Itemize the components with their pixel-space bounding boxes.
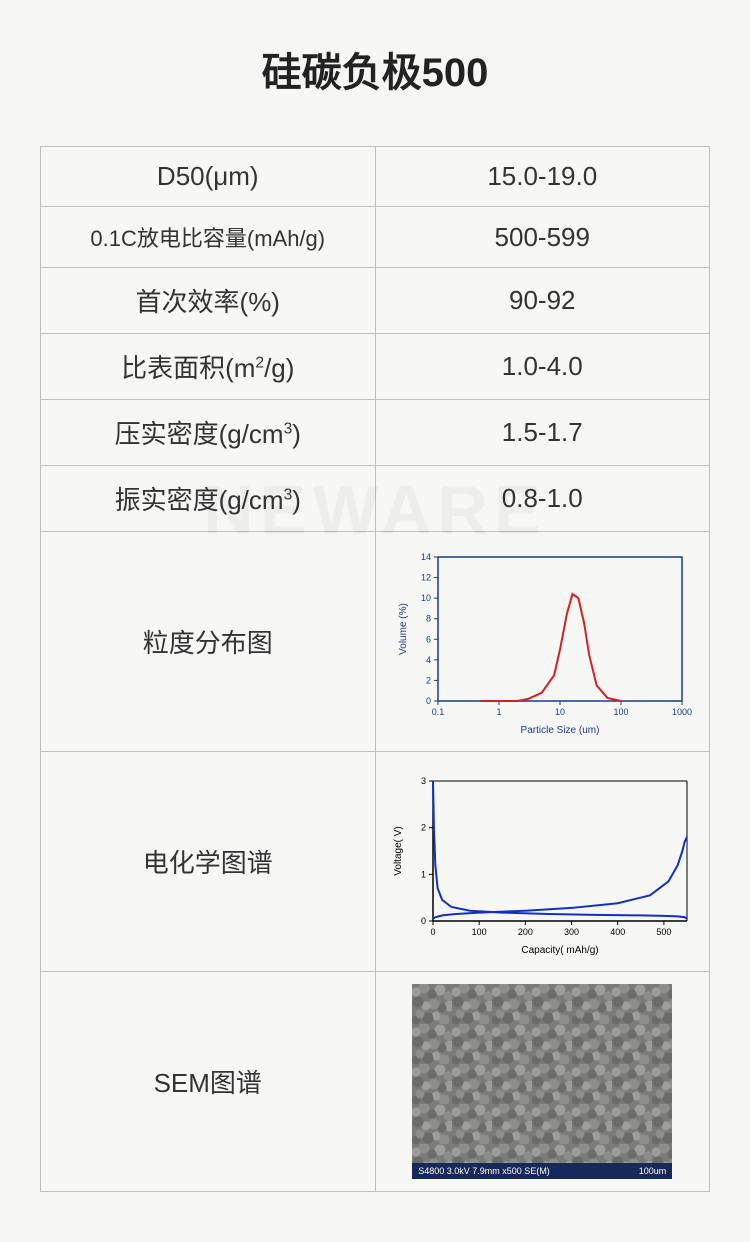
sem-caption-left: S4800 3.0kV 7.9mm x500 SE(M)	[418, 1166, 550, 1176]
chart-cell-sem: S4800 3.0kV 7.9mm x500 SE(M) 100um	[375, 972, 710, 1192]
svg-text:10: 10	[555, 707, 565, 717]
svg-text:3: 3	[421, 776, 426, 786]
svg-text:6: 6	[426, 634, 431, 644]
svg-text:0.1: 0.1	[432, 707, 445, 717]
svg-text:12: 12	[421, 572, 431, 582]
spec-label: 0.1C放电比容量(mAh/g)	[41, 207, 376, 268]
svg-text:Volume (%): Volume (%)	[398, 603, 409, 655]
spec-label: D50(μm)	[41, 147, 376, 207]
spec-value: 90-92	[375, 268, 710, 334]
chart-label: 粒度分布图	[41, 532, 376, 752]
svg-text:1000: 1000	[672, 707, 692, 717]
spec-label: 压实密度(g/cm3)	[41, 400, 376, 466]
svg-text:200: 200	[518, 927, 533, 937]
chart-cell-echem: 0 1 2 3 0 100 200 300 400 500 Capacity( mAh/g) Volt…	[375, 752, 710, 972]
sem-caption-right: 100um	[639, 1166, 667, 1176]
svg-text:1: 1	[497, 707, 502, 717]
spec-label: 首次效率(%)	[41, 268, 376, 334]
svg-text:4: 4	[426, 654, 431, 664]
svg-text:14: 14	[421, 552, 431, 562]
svg-text:2: 2	[421, 822, 426, 832]
svg-text:8: 8	[426, 613, 431, 623]
page-title: 硅碳负极500	[40, 40, 710, 98]
svg-text:10: 10	[421, 593, 431, 603]
spec-value: 0.8-1.0	[375, 466, 710, 532]
echem-chart: 0 1 2 3 0 100 200 300 400 500 Capacity( mAh/g) Volt…	[387, 767, 697, 957]
svg-text:0: 0	[421, 916, 426, 926]
svg-text:0: 0	[431, 927, 436, 937]
spec-label: 比表面积(m2/g)	[41, 334, 376, 400]
chart-cell-psd: 0 2 4 6 8 10 12 14 0.1 1 10 100 1000 Particle Size (u…	[375, 532, 710, 752]
spec-value: 1.5-1.7	[375, 400, 710, 466]
svg-text:2: 2	[426, 675, 431, 685]
spec-table: D50(μm)15.0-19.00.1C放电比容量(mAh/g)500-599首…	[40, 146, 710, 1192]
chart-label: 电化学图谱	[41, 752, 376, 972]
svg-text:Voltage( V): Voltage( V)	[393, 826, 404, 875]
svg-text:100: 100	[472, 927, 487, 937]
psd-chart: 0 2 4 6 8 10 12 14 0.1 1 10 100 1000 Particle Size (u…	[392, 547, 692, 737]
svg-text:500: 500	[657, 927, 672, 937]
chart-label: SEM图谱	[41, 972, 376, 1192]
svg-text:Capacity( mAh/g): Capacity( mAh/g)	[522, 945, 599, 956]
spec-value: 500-599	[375, 207, 710, 268]
svg-text:1: 1	[421, 869, 426, 879]
spec-value: 15.0-19.0	[375, 147, 710, 207]
svg-text:300: 300	[564, 927, 579, 937]
svg-text:100: 100	[614, 707, 629, 717]
svg-text:Particle Size (um): Particle Size (um)	[521, 725, 600, 736]
spec-label: 振实密度(g/cm3)	[41, 466, 376, 532]
svg-text:400: 400	[610, 927, 625, 937]
sem-image: S4800 3.0kV 7.9mm x500 SE(M) 100um	[412, 984, 672, 1179]
spec-value: 1.0-4.0	[375, 334, 710, 400]
svg-text:0: 0	[426, 696, 431, 706]
